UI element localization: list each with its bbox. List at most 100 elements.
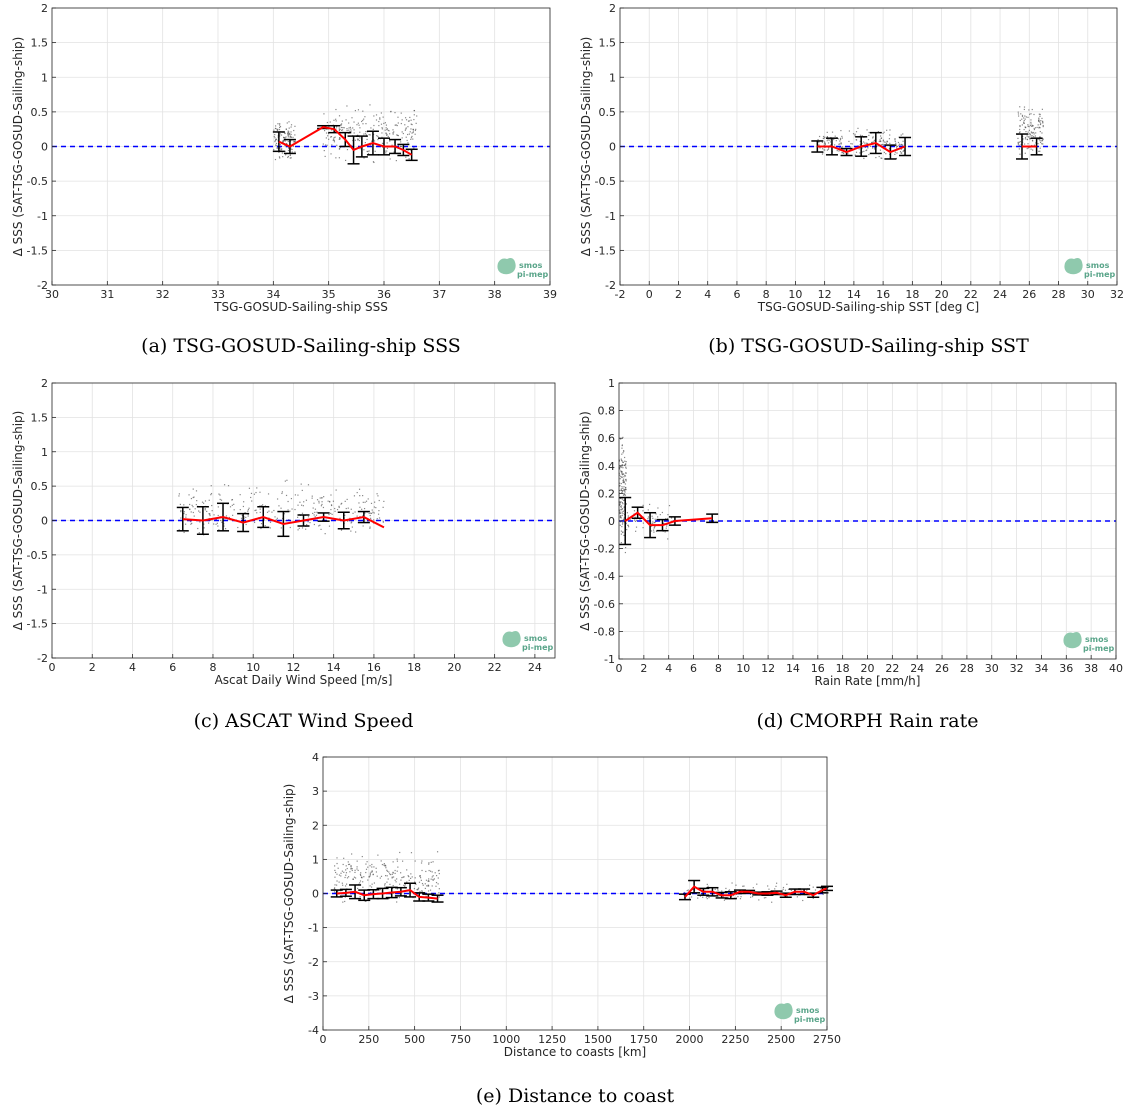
- scatter-point: [818, 135, 821, 138]
- scatter-point: [365, 131, 367, 133]
- scatter-point: [386, 869, 388, 871]
- scatter-point: [232, 514, 234, 516]
- scatter-point: [280, 148, 282, 150]
- scatter-point: [208, 499, 210, 501]
- scatter-point: [334, 871, 337, 874]
- scatter-point: [338, 506, 340, 509]
- scatter-point: [297, 529, 299, 531]
- scatter-point: [370, 127, 372, 129]
- x-tick-label: 32: [1110, 288, 1124, 301]
- scatter-point: [334, 884, 336, 886]
- scatter-point: [403, 884, 405, 886]
- scatter-point: [305, 528, 307, 530]
- scatter-point: [365, 123, 367, 125]
- scatter-point: [341, 129, 343, 131]
- scatter-point: [1019, 128, 1021, 131]
- scatter-point: [415, 128, 417, 130]
- scatter-point: [667, 538, 669, 540]
- scatter-point: [179, 503, 181, 506]
- scatter-point: [885, 141, 887, 143]
- scatter-point: [840, 129, 842, 132]
- scatter-point: [396, 858, 398, 860]
- scatter-point: [670, 517, 673, 519]
- scatter-point: [404, 117, 407, 119]
- scatter-point: [1019, 124, 1021, 127]
- scatter-point: [323, 149, 325, 152]
- scatter-point: [278, 156, 281, 158]
- x-tick-label: 28: [960, 662, 974, 675]
- scatter-point: [408, 133, 411, 135]
- scatter-point: [624, 491, 626, 493]
- scatter-point: [875, 156, 877, 159]
- scatter-point: [1032, 125, 1034, 127]
- scatter-point: [354, 109, 357, 112]
- scatter-point: [665, 527, 667, 529]
- scatter-point: [381, 127, 383, 129]
- scatter-point: [292, 136, 294, 138]
- scatter-point: [377, 135, 379, 138]
- scatter-point: [192, 511, 194, 514]
- scatter-point: [392, 133, 394, 135]
- scatter-point: [323, 496, 325, 498]
- scatter-point: [721, 890, 723, 892]
- scatter-point: [358, 502, 360, 504]
- scatter-point: [351, 117, 353, 119]
- scatter-point: [224, 518, 226, 520]
- scatter-point: [619, 468, 621, 470]
- scatter-point: [340, 123, 343, 125]
- scatter-point: [436, 851, 439, 853]
- scatter-point: [376, 518, 378, 520]
- scatter-point: [826, 131, 828, 133]
- y-tick-label: 1.5: [31, 37, 49, 50]
- x-tick-label: 18: [905, 288, 919, 301]
- scatter-point: [862, 141, 865, 143]
- scatter-point: [1041, 143, 1043, 145]
- scatter-point: [386, 134, 388, 136]
- scatter-point: [654, 525, 656, 527]
- scatter-point: [396, 901, 398, 903]
- scatter-point: [880, 157, 882, 159]
- scatter-point: [889, 129, 891, 131]
- scatter-point: [1021, 115, 1024, 118]
- scatter-point: [737, 895, 739, 898]
- x-tick-label: -2: [615, 288, 626, 301]
- scatter-point: [619, 474, 621, 476]
- scatter-point: [419, 875, 421, 877]
- scatter-point: [223, 525, 225, 527]
- scatter-point: [279, 149, 281, 152]
- scatter-point: [386, 870, 389, 872]
- scatter-point: [1027, 125, 1029, 127]
- scatter-point: [298, 527, 300, 529]
- scatter-point: [365, 871, 367, 874]
- scatter-point: [1026, 135, 1028, 137]
- logo-mark: [1063, 632, 1082, 649]
- scatter-point: [1028, 126, 1030, 128]
- scatter-point: [621, 486, 623, 488]
- scatter-point: [767, 885, 769, 887]
- scatter-point: [281, 491, 283, 493]
- scatter-point: [1027, 147, 1029, 149]
- scatter-point: [359, 131, 361, 133]
- scatter-point: [623, 476, 625, 478]
- scatter-point: [1033, 128, 1036, 131]
- scatter-point: [220, 519, 222, 522]
- x-tick-label: 2750: [813, 1033, 841, 1046]
- scatter-point: [379, 118, 381, 120]
- scatter-point: [839, 143, 841, 145]
- scatter-point: [362, 525, 364, 527]
- scatter-point: [624, 474, 626, 477]
- scatter-point: [333, 119, 335, 121]
- scatter-point: [387, 135, 389, 138]
- scatter-point: [823, 144, 825, 146]
- scatter-point: [622, 494, 625, 496]
- scatter-point: [335, 108, 337, 111]
- x-tick-label: 30: [1081, 288, 1095, 301]
- scatter-point: [621, 491, 624, 493]
- scatter-point: [362, 501, 364, 503]
- scatter-point: [389, 883, 391, 885]
- logo-text-pimep: pi-mep: [1083, 644, 1115, 653]
- scatter-point: [438, 869, 440, 871]
- scatter-point: [894, 151, 896, 153]
- scatter-point: [820, 888, 822, 890]
- scatter-point: [336, 144, 338, 146]
